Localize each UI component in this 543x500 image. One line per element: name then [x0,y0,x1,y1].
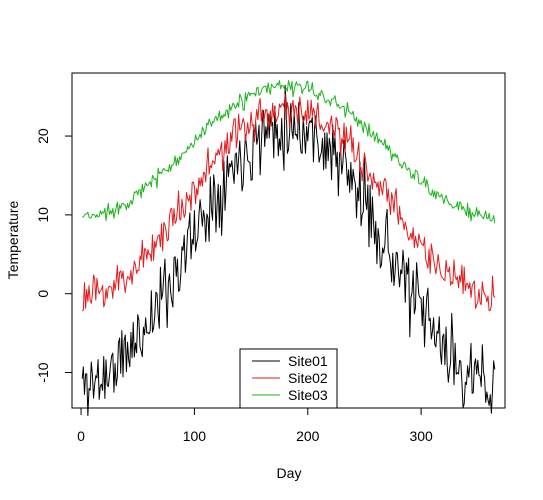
y-tick-label: 10 [35,207,51,223]
x-tick-label: 200 [296,428,320,444]
series-line-site03 [82,79,496,224]
y-axis: -10 0 10 20 [35,128,73,383]
x-tick-label: 300 [409,428,433,444]
legend-label-site02: Site02 [288,370,328,386]
x-axis-title: Day [277,465,302,481]
series-layer [81,79,496,417]
y-axis-title: Temperature [5,200,21,279]
y-tick-label: 0 [35,290,51,298]
legend-label-site01: Site01 [288,353,328,369]
series-line-site01 [81,84,496,417]
x-axis: 0 100 200 300 [77,407,433,444]
y-tick-label: 20 [35,128,51,144]
x-tick-label: 100 [183,428,207,444]
x-tick-label: 0 [77,428,85,444]
y-tick-label: -10 [35,362,51,382]
legend-label-site03: Site03 [288,387,328,403]
series-line-site02 [81,93,496,312]
